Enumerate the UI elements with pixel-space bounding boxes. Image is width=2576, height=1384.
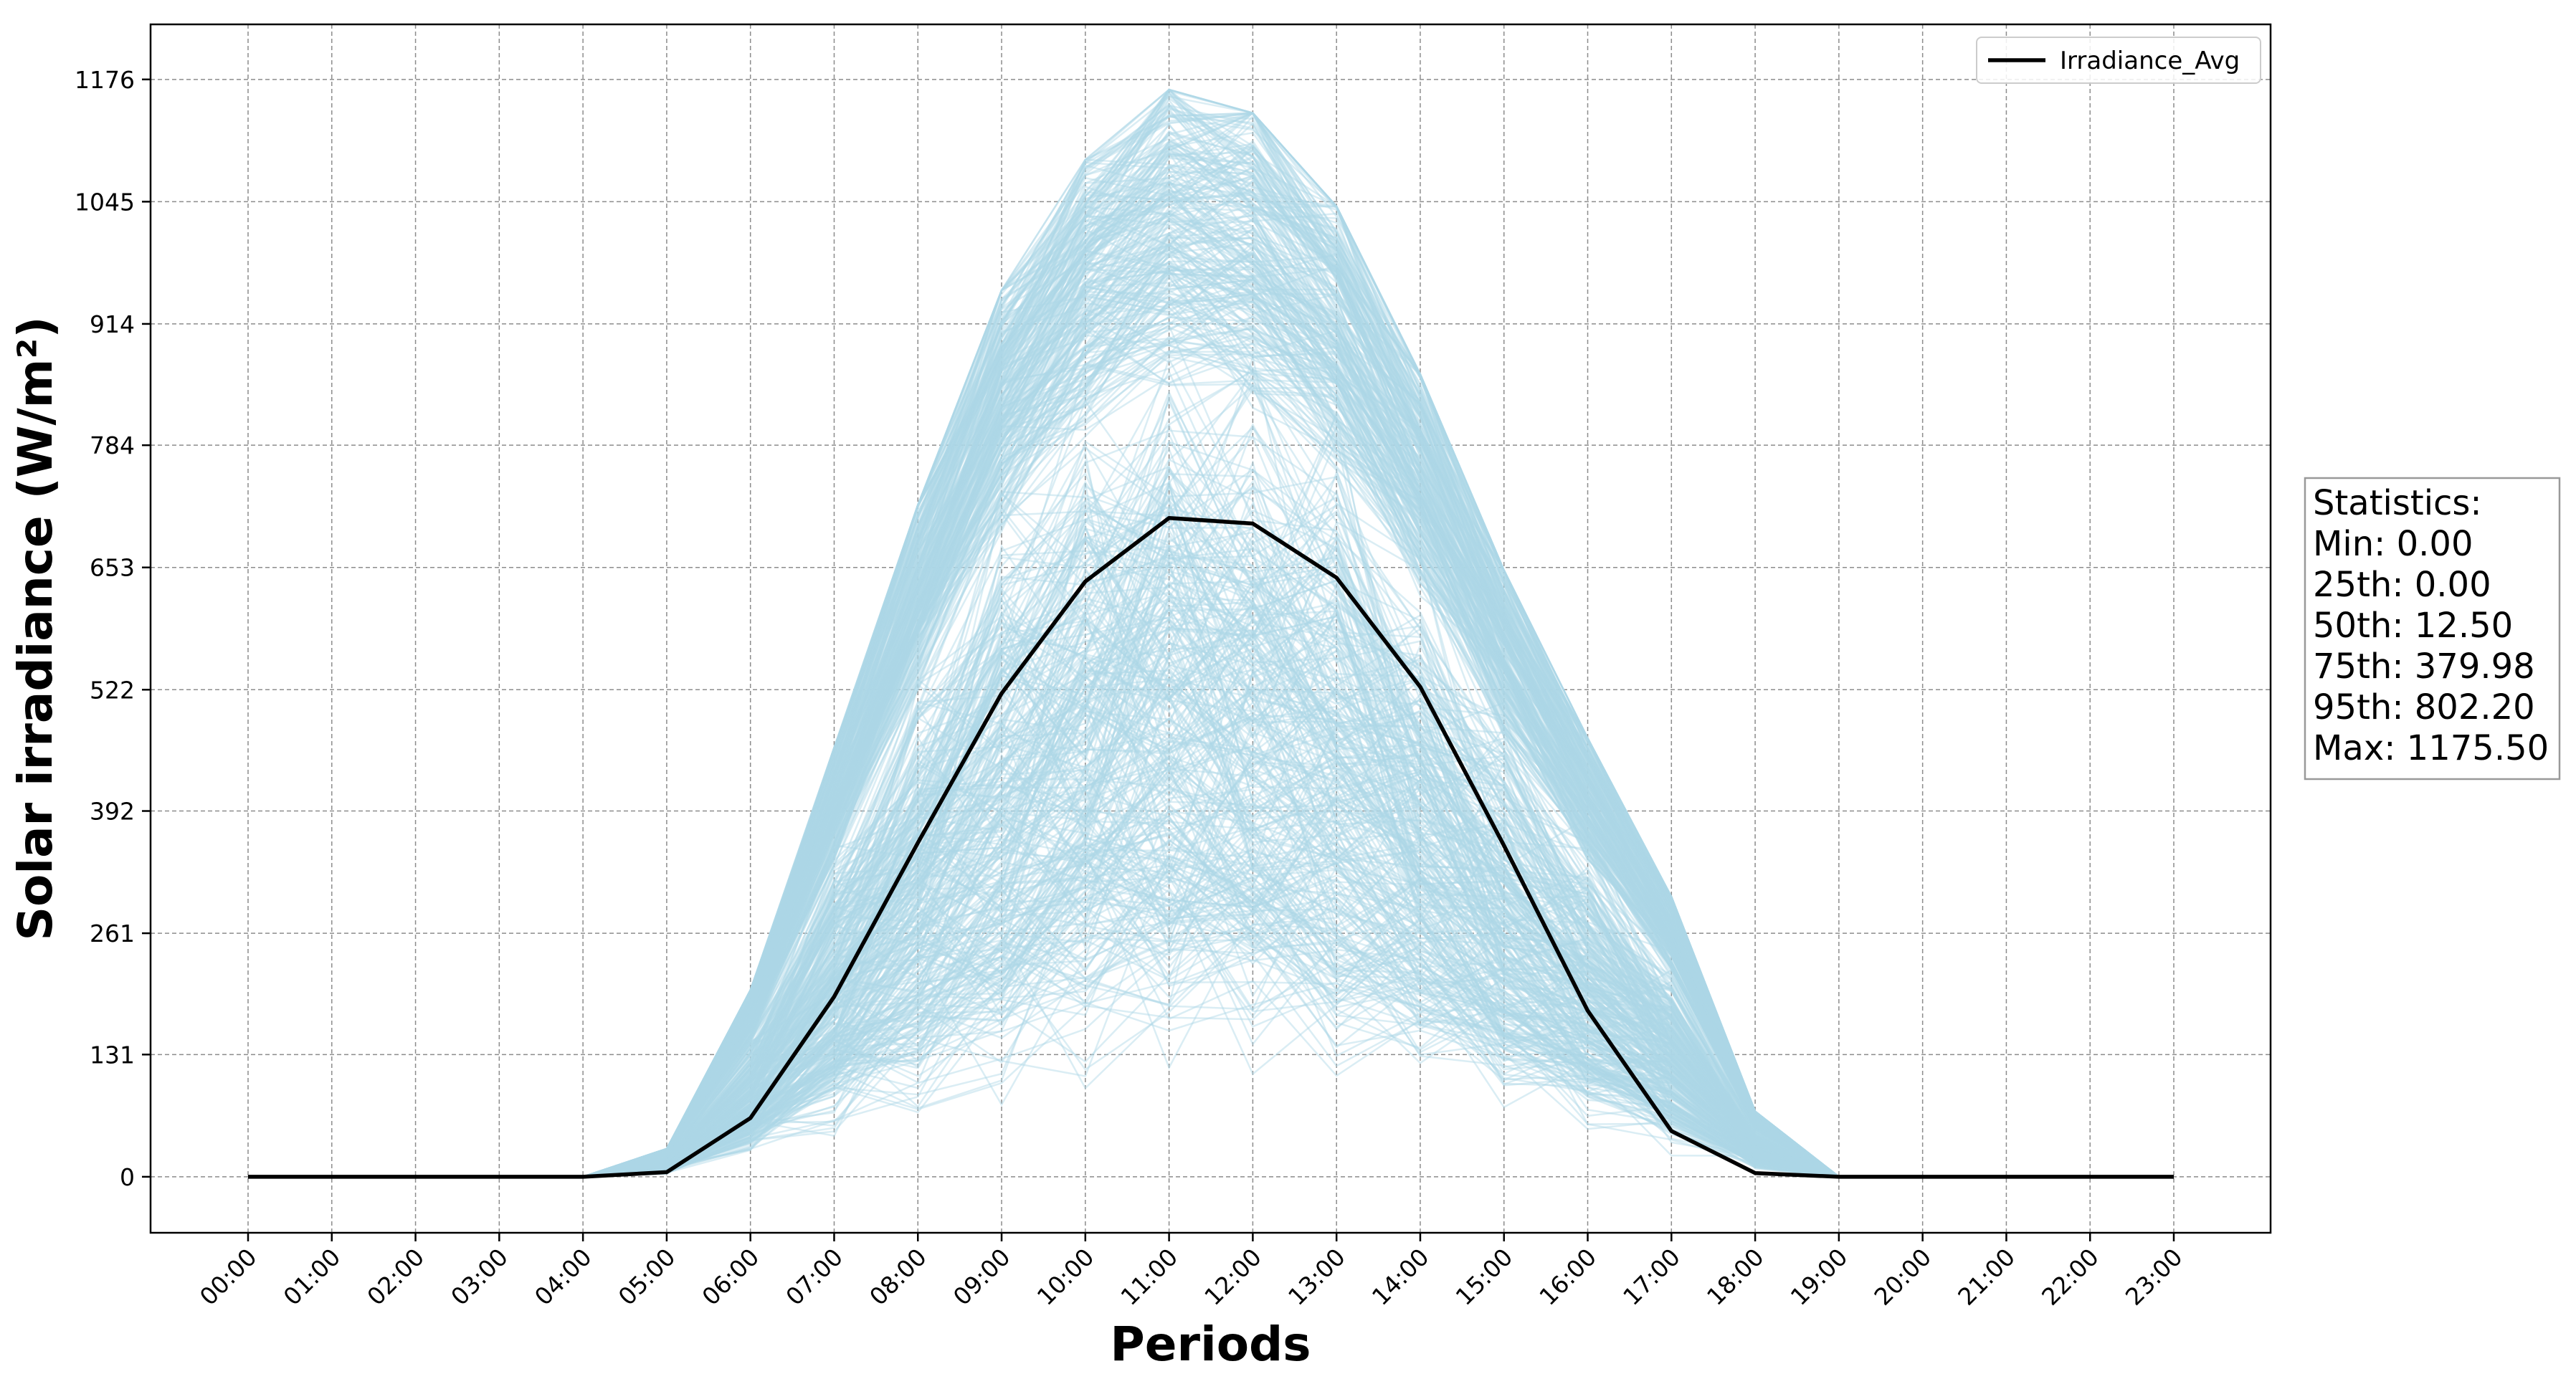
statistics-line: Max: 1175.50 — [2313, 728, 2549, 768]
x-tick-label: 09:00 — [948, 1243, 1016, 1311]
profile-line — [248, 226, 2174, 1178]
statistics-line: 25th: 0.00 — [2313, 565, 2491, 605]
x-tick-label: 08:00 — [864, 1243, 932, 1311]
statistics-line: 75th: 379.98 — [2313, 646, 2535, 687]
x-tick-label: 20:00 — [1868, 1243, 1936, 1311]
y-tick-label: 131 — [90, 1041, 135, 1069]
x-tick-label: 14:00 — [1367, 1243, 1435, 1311]
profile-line — [248, 943, 2174, 1178]
x-axis-title: Periods — [1110, 1317, 1311, 1372]
x-tick-label: 11:00 — [1115, 1243, 1183, 1311]
legend: Irradiance_Avg — [1976, 37, 2261, 84]
statistics-line: 50th: 12.50 — [2313, 606, 2513, 646]
profile-line — [248, 275, 2174, 1178]
profile-line — [248, 715, 2174, 1178]
x-tick-label: 00:00 — [194, 1243, 262, 1311]
x-tick-label: 13:00 — [1283, 1243, 1351, 1311]
x-tick-label: 03:00 — [445, 1243, 513, 1311]
x-tick-label: 18:00 — [1701, 1243, 1769, 1311]
statistics-line: 95th: 802.20 — [2313, 687, 2535, 727]
profile-line — [248, 713, 2174, 1178]
profile-line — [248, 981, 2174, 1178]
statistics-title: Statistics: — [2313, 483, 2482, 523]
profile-line — [248, 539, 2174, 1178]
background-profiles — [248, 88, 2174, 1178]
x-tick-label: 10:00 — [1032, 1243, 1100, 1311]
average-line — [248, 515, 2174, 1179]
y-tick-label: 1176 — [75, 66, 135, 94]
statistics-line: Min: 0.00 — [2313, 524, 2473, 564]
x-tick-label: 23:00 — [2120, 1243, 2188, 1311]
profile-line — [248, 892, 2174, 1178]
x-tick-label: 02:00 — [361, 1243, 429, 1311]
profile-line — [248, 714, 2174, 1178]
x-tick-label: 15:00 — [1450, 1243, 1518, 1311]
x-tick-label: 07:00 — [780, 1243, 848, 1311]
y-axis-title: Solar irradiance (W/m²) — [8, 317, 63, 941]
x-tick-label: 06:00 — [697, 1243, 765, 1311]
y-tick-label: 0 — [120, 1163, 135, 1191]
x-tick-label: 01:00 — [278, 1243, 346, 1311]
x-tick-label: 05:00 — [613, 1243, 681, 1311]
profile-line — [248, 896, 2174, 1178]
profile-line — [248, 387, 2174, 1178]
plot-frame — [149, 23, 2272, 1234]
profile-line — [248, 928, 2174, 1178]
x-tick-label: 16:00 — [1534, 1243, 1602, 1311]
x-tick-label: 21:00 — [1952, 1243, 2020, 1311]
profile-line — [248, 229, 2174, 1178]
y-tick-label: 392 — [90, 798, 135, 826]
profile-line — [248, 811, 2174, 1178]
y-tick-label: 522 — [90, 676, 135, 704]
profile-line — [248, 92, 2174, 1178]
profile-line — [248, 713, 2174, 1178]
average-series — [248, 515, 2174, 1179]
legend-box — [1976, 37, 2261, 84]
y-tick-label: 1045 — [75, 188, 135, 216]
y-tick-label: 784 — [90, 431, 135, 459]
y-tick-label: 261 — [90, 920, 135, 948]
x-tick-label: 04:00 — [529, 1243, 597, 1311]
profile-line — [248, 227, 2174, 1178]
statistics-frame — [2304, 477, 2561, 781]
profile-line — [248, 925, 2174, 1178]
x-tick-label: 17:00 — [1617, 1243, 1686, 1311]
profile-line — [248, 282, 2174, 1178]
x-tick-label: 12:00 — [1199, 1243, 1267, 1311]
y-tick-label: 653 — [90, 554, 135, 582]
legend-label: Irradiance_Avg — [2060, 47, 2240, 75]
profile-line — [248, 384, 2174, 1178]
profile-line — [248, 393, 2174, 1178]
x-tick-label: 22:00 — [2036, 1243, 2104, 1311]
x-tick-label: 19:00 — [1785, 1243, 1853, 1311]
profile-line — [248, 905, 2174, 1178]
y-tick-label: 914 — [90, 310, 135, 338]
